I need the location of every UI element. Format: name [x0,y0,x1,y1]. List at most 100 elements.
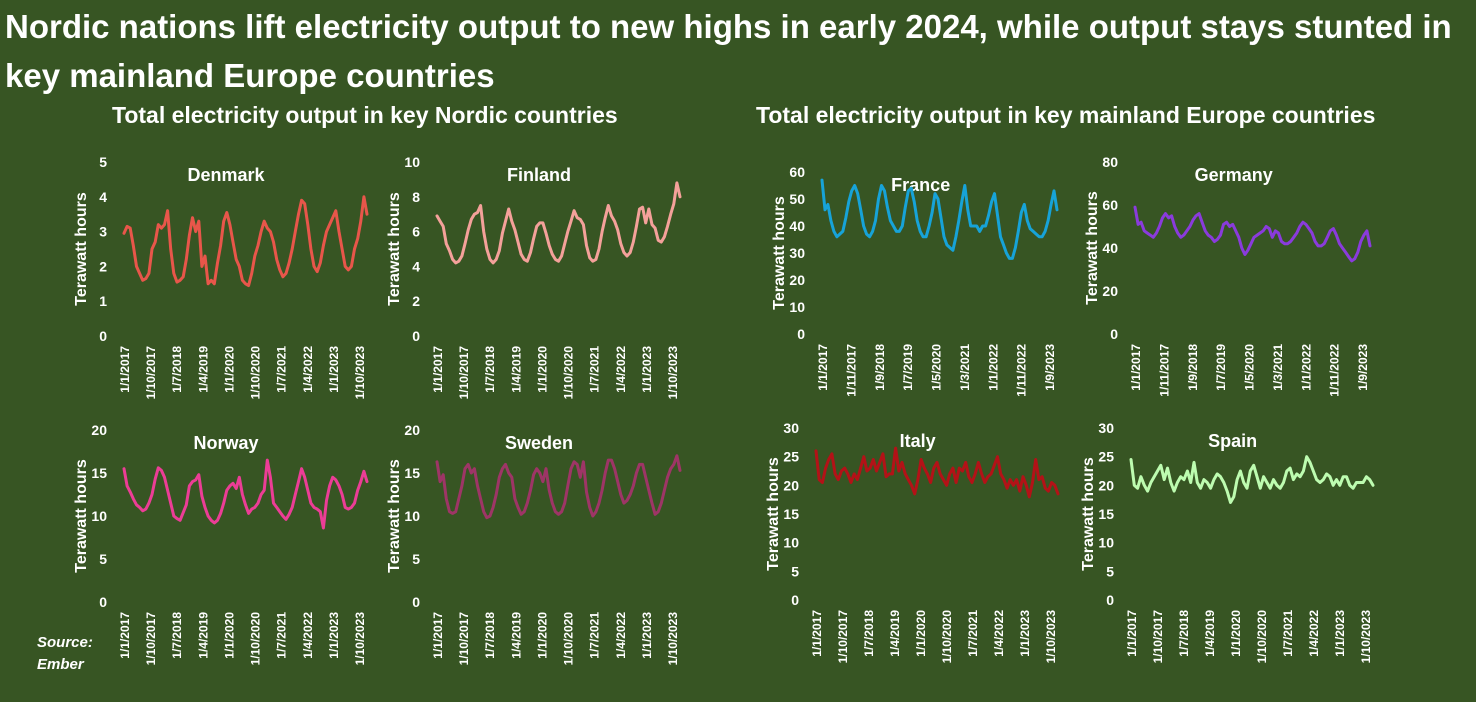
spain-x-tick-9: 1/10/2023 [1359,610,1373,664]
spain-x-tick-7: 1/4/2022 [1307,610,1321,657]
spain-y-axis-label: Terawatt hours [1080,457,1097,571]
germany-chart: Germany Terawatt hours 0 20 40 60 80 1/1/2017 1/… [1084,154,1372,397]
spain-x-tick-5: 1/10/2020 [1255,610,1269,664]
germany-y-tick-0: 0 [1110,326,1118,342]
norway-series-line [122,458,369,530]
spain-x-tick-8: 1/1/2023 [1333,610,1347,657]
finland-x-tick-5: 1/10/2020 [562,346,576,400]
germany-y-tick-1: 20 [1102,283,1118,299]
sweden-x-tick-5: 1/10/2020 [562,612,576,666]
france-x-tick-1: 1/11/2017 [844,344,858,397]
italy-y-tick-5: 25 [783,449,799,465]
sweden-y-tick-1: 5 [412,551,420,567]
france-y-tick-5: 50 [789,191,805,207]
sweden-x-tick-6: 1/7/2021 [588,612,602,659]
spain-x-tick-1: 1/10/2017 [1151,610,1165,664]
sweden-x-tick-1: 1/10/2017 [457,612,471,666]
denmark-x-tick-9: 1/10/2023 [353,346,367,400]
italy-x-tick-1: 1/10/2017 [836,610,850,664]
italy-x-tick-2: 1/7/2018 [862,610,876,657]
spain-series-line [1129,455,1375,504]
france-series-line [820,178,1059,260]
sweden-y-axis-label: Terawatt hours [386,459,403,573]
sweden-x-tick-4: 1/1/2020 [535,612,549,659]
italy-x-tick-8: 1/1/2023 [1018,610,1032,657]
italy-x-tick-9: 1/10/2023 [1044,610,1058,664]
france-x-tick-3: 1/7/2019 [901,344,915,391]
norway-y-axis-label: Terawatt hours [73,459,90,573]
germany-x-tick-4: 1/5/2020 [1243,344,1257,391]
denmark-x-tick-3: 1/4/2019 [196,346,210,393]
italy-y-tick-6: 30 [783,420,799,436]
norway-chart: Norway Terawatt hours 0 5 10 15 20 1/1/2017 1/10… [73,422,369,666]
germany-x-tick-8: 1/9/2023 [1356,344,1370,391]
germany-y-tick-2: 40 [1102,240,1118,256]
norway-x-tick-5: 1/10/2020 [249,612,263,666]
denmark-y-tick-0: 0 [99,328,107,344]
italy-y-axis-label: Terawatt hours [765,457,782,571]
france-x-tick-0: 1/1/2017 [816,344,830,391]
finland-y-tick-1: 2 [412,293,420,309]
germany-x-tick-3: 1/7/2019 [1214,344,1228,391]
germany-x-tick-5: 1/3/2021 [1271,344,1285,391]
denmark-y-tick-5: 5 [99,154,107,170]
finland-chart-title: Finland [507,165,571,185]
source-label: Source: [37,634,93,651]
finland-x-tick-9: 1/10/2023 [666,346,680,400]
france-x-tick-4: 1/5/2020 [930,344,944,391]
italy-series-line [814,446,1060,499]
sweden-x-tick-7: 1/4/2022 [614,612,628,659]
france-x-tick-8: 1/9/2023 [1043,344,1057,391]
denmark-x-tick-1: 1/10/2017 [144,346,158,400]
germany-x-tick-6: 1/1/2022 [1299,344,1313,391]
norway-y-tick-1: 5 [99,551,107,567]
finland-y-tick-0: 0 [412,328,420,344]
sweden-chart: Sweden Terawatt hours 0 5 10 15 20 1/1/2017 1/10… [386,422,682,666]
sweden-x-tick-8: 1/1/2023 [640,612,654,659]
finland-x-tick-2: 1/7/2018 [483,346,497,393]
denmark-chart-title: Denmark [188,165,266,185]
denmark-series-line [122,195,369,287]
france-chart-title: France [891,175,950,195]
spain-x-tick-3: 1/4/2019 [1203,610,1217,657]
spain-x-tick-6: 1/7/2021 [1281,610,1295,657]
germany-x-tick-7: 1/11/2022 [1328,344,1342,397]
norway-x-tick-0: 1/1/2017 [118,612,132,659]
denmark-x-tick-8: 1/1/2023 [327,346,341,393]
italy-y-tick-3: 15 [783,506,799,522]
italy-chart: Italy Terawatt hours 0 5 10 15 20 25 30 1/1/2017 1… [765,420,1060,664]
norway-y-tick-2: 10 [91,508,107,524]
nordic-section-title: Total electricity output in key Nordic c… [112,102,618,128]
norway-x-tick-7: 1/4/2022 [301,612,315,659]
spain-y-tick-1: 5 [1106,563,1114,579]
denmark-x-tick-5: 1/10/2020 [249,346,263,400]
spain-chart-title: Spain [1208,431,1257,451]
spain-y-tick-2: 10 [1098,535,1114,551]
norway-x-tick-9: 1/10/2023 [353,612,367,666]
france-x-tick-7: 1/11/2022 [1015,344,1029,397]
finland-x-tick-8: 1/1/2023 [640,346,654,393]
norway-y-tick-3: 15 [91,465,107,481]
denmark-y-tick-4: 4 [99,189,107,205]
norway-y-tick-4: 20 [91,422,107,438]
denmark-x-tick-6: 1/7/2021 [275,346,289,393]
denmark-y-tick-3: 3 [99,224,107,240]
italy-x-tick-7: 1/4/2022 [992,610,1006,657]
italy-y-tick-0: 0 [791,592,799,608]
germany-series-line [1133,205,1372,263]
norway-x-tick-8: 1/1/2023 [327,612,341,659]
germany-y-tick-3: 60 [1102,197,1118,213]
italy-chart-title: Italy [900,431,936,451]
germany-x-tick-1: 1/11/2017 [1157,344,1171,397]
france-y-tick-6: 60 [789,164,805,180]
france-x-tick-5: 1/3/2021 [958,344,972,391]
sweden-x-tick-9: 1/10/2023 [666,612,680,666]
finland-y-tick-4: 8 [412,189,420,205]
italy-x-tick-4: 1/1/2020 [914,610,928,657]
germany-x-tick-0: 1/1/2017 [1129,344,1143,391]
france-chart: France Terawatt hours 0 10 20 30 40 50 60 1/1/201… [771,164,1059,397]
sweden-x-tick-3: 1/4/2019 [509,612,523,659]
france-y-tick-3: 30 [789,245,805,261]
france-y-tick-1: 10 [789,299,805,315]
germany-chart-title: Germany [1195,165,1273,185]
